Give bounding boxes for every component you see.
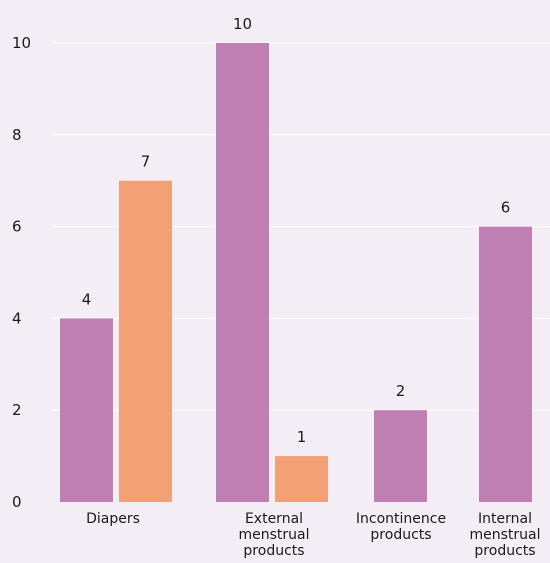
category-label-line: menstrual bbox=[238, 527, 309, 543]
category-label-line: Internal bbox=[478, 511, 532, 527]
category-label-line: products bbox=[370, 527, 431, 543]
bars bbox=[60, 43, 532, 502]
y-axis-ticks: 0 2 4 6 8 10 bbox=[12, 34, 31, 511]
category-label-line: Incontinence bbox=[356, 511, 446, 527]
category-label: Incontinence products bbox=[356, 511, 446, 543]
bar-value-label: 1 bbox=[297, 428, 307, 446]
category-label: Diapers bbox=[86, 511, 140, 527]
bar bbox=[275, 456, 328, 502]
y-tick-label: 2 bbox=[12, 401, 22, 419]
category-label: Internal menstrual products bbox=[469, 511, 540, 559]
bar bbox=[60, 318, 113, 502]
y-tick-label: 4 bbox=[12, 309, 22, 327]
bar-value-label: 10 bbox=[233, 15, 252, 33]
y-tick-label: 6 bbox=[12, 218, 22, 236]
category-label-line: products bbox=[243, 543, 304, 559]
bar-value-label: 6 bbox=[501, 199, 511, 217]
category-label-line: Diapers bbox=[86, 511, 140, 527]
bar bbox=[216, 43, 269, 502]
bar bbox=[374, 410, 427, 502]
bar bbox=[479, 226, 532, 502]
y-tick-label: 0 bbox=[12, 493, 22, 511]
category-label: External menstrual products bbox=[238, 511, 309, 559]
y-tick-label: 8 bbox=[12, 126, 22, 144]
category-labels: Diapers External menstrual productsIncontin… bbox=[86, 511, 540, 559]
category-label-line: menstrual bbox=[469, 527, 540, 543]
category-label-line: products bbox=[474, 543, 535, 559]
bar bbox=[119, 180, 172, 502]
y-tick-label: 10 bbox=[12, 34, 31, 52]
data-labels: 4 7 10 1 2 6 bbox=[82, 15, 511, 446]
category-label-line: External bbox=[245, 511, 303, 527]
bar-value-label: 4 bbox=[82, 290, 92, 308]
bar-value-label: 2 bbox=[396, 382, 406, 400]
bar-value-label: 7 bbox=[141, 153, 151, 171]
